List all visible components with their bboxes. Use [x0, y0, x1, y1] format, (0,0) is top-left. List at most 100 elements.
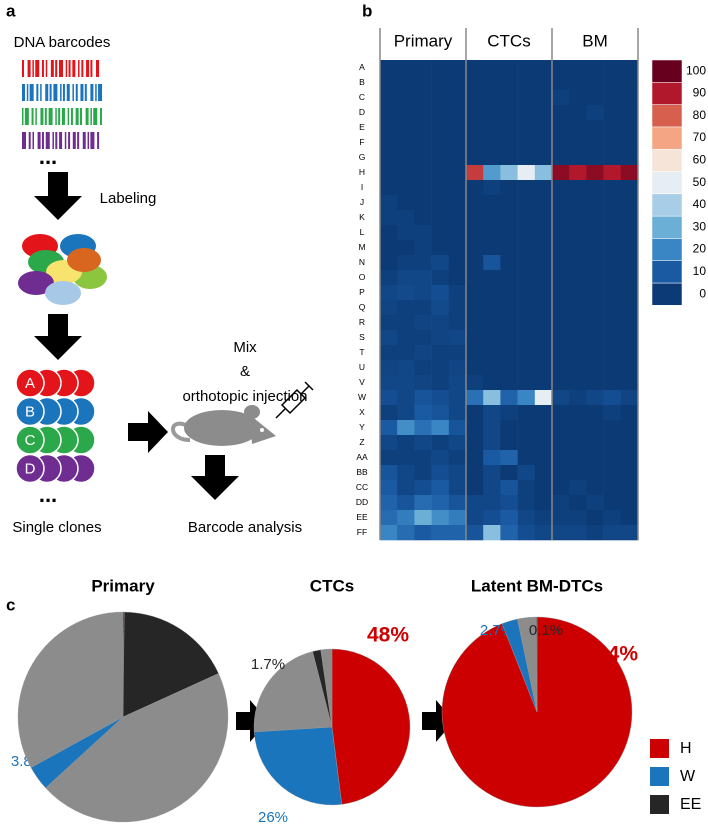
heatmap-cell — [500, 300, 518, 316]
heatmap-cell — [397, 390, 415, 406]
heatmap-cell — [397, 195, 415, 211]
heatmap-cell — [620, 150, 639, 166]
heatmap-cell — [431, 420, 450, 436]
heatmap-cell — [534, 495, 553, 511]
heatmap-cell — [569, 390, 587, 406]
mouse-body — [184, 410, 260, 446]
heatmap-cell — [414, 480, 432, 496]
heatmap-cell — [414, 465, 432, 481]
row-label: Z — [359, 437, 364, 447]
heatmap-cell — [483, 120, 501, 136]
heatmap-cell — [620, 105, 639, 121]
barcode-stripe — [55, 60, 58, 77]
heatmap-cell — [380, 405, 398, 421]
heatmap-cell — [483, 150, 501, 166]
heatmap-cell — [552, 90, 570, 106]
heatmap-cell — [620, 120, 639, 136]
pie-slice — [320, 648, 333, 728]
heatmap-cell — [517, 330, 536, 346]
heatmap-cell — [466, 135, 484, 151]
heatmap-cell — [466, 105, 484, 121]
pie-slice — [253, 651, 333, 733]
heatmap-cell — [500, 495, 518, 511]
heatmap-cell — [397, 435, 415, 451]
row-label: R — [359, 317, 365, 327]
heatmap-cell — [603, 150, 622, 166]
heatmap-cell — [586, 195, 604, 211]
heatmap-cell — [431, 195, 450, 211]
heatmap-cell — [517, 195, 536, 211]
heatmap-cell — [552, 150, 570, 166]
heatmap-cell — [569, 285, 587, 301]
heatmap-cell — [397, 165, 415, 181]
heatmap-cell — [603, 330, 622, 346]
cell — [18, 271, 54, 295]
heatmap-cell — [534, 60, 553, 76]
heatmap-cell — [620, 330, 639, 346]
heatmap-cell — [466, 420, 484, 436]
barcode-stripe — [60, 84, 62, 101]
heatmap-cell — [431, 435, 450, 451]
heatmap-cell — [500, 285, 518, 301]
slice-label: 94% — [596, 643, 638, 666]
heatmap-cell — [517, 480, 536, 496]
heatmap-cell — [414, 75, 432, 91]
heatmap-cell — [500, 255, 518, 271]
heatmap-cell — [517, 225, 536, 241]
heatmap-cell — [414, 390, 432, 406]
heatmap-cell — [448, 435, 467, 451]
heatmap-cell — [500, 480, 518, 496]
barcode-stripe — [52, 132, 54, 149]
barcode-stripe — [24, 108, 29, 125]
heatmap-cell — [397, 225, 415, 241]
heatmap-cell — [586, 120, 604, 136]
heatmap-cell — [552, 495, 570, 511]
heatmap-cell — [534, 195, 553, 211]
heatmap-cell — [603, 120, 622, 136]
heatmap-cell — [620, 90, 639, 106]
group-label: BM — [582, 31, 608, 50]
heatmap-cell — [620, 240, 639, 256]
heatmap-cell — [431, 105, 450, 121]
clone-label: C — [25, 432, 36, 449]
heatmap-cell — [483, 60, 501, 76]
heatmap-cell — [483, 450, 501, 466]
heatmap-cell — [534, 75, 553, 91]
heatmap-cell — [466, 75, 484, 91]
row-label: I — [361, 182, 363, 192]
heatmap-cell — [586, 330, 604, 346]
heatmap-cell — [483, 180, 501, 196]
row-label: M — [358, 242, 365, 252]
heatmap-cell — [620, 465, 639, 481]
barcode-stripe — [68, 132, 71, 149]
heatmap-cell — [517, 165, 536, 181]
panel-c: cPrimary0.2%18%3.8%CTCs48%26%1.7%Latent … — [6, 576, 701, 825]
heatmap-cell — [397, 210, 415, 226]
heatmap-cell — [552, 135, 570, 151]
heatmap-cell — [397, 240, 415, 256]
heatmap-cell — [500, 345, 518, 361]
heatmap-cell — [500, 120, 518, 136]
barrel — [280, 388, 307, 415]
heatmap-cell — [466, 390, 484, 406]
heatmap-cell — [431, 135, 450, 151]
heatmap-cell — [500, 165, 518, 181]
heatmap-cell — [431, 495, 450, 511]
heatmap-cell — [569, 345, 587, 361]
heatmap-cell — [552, 450, 570, 466]
heatmap-cell — [448, 465, 467, 481]
barcode-stripe — [58, 108, 61, 125]
row-label: H — [359, 167, 365, 177]
heatmap-cell — [586, 180, 604, 196]
barcode-stripe — [70, 108, 73, 125]
heatmap-cell — [569, 465, 587, 481]
heatmap-cell — [380, 420, 398, 436]
heatmap-cell — [552, 405, 570, 421]
heatmap-cell — [586, 510, 604, 526]
heatmap-cell — [397, 300, 415, 316]
row-label: O — [359, 272, 366, 282]
heatmap-cell — [414, 180, 432, 196]
heatmap-cell — [603, 435, 622, 451]
row-label: X — [359, 407, 365, 417]
barcode-stripe — [36, 84, 39, 101]
